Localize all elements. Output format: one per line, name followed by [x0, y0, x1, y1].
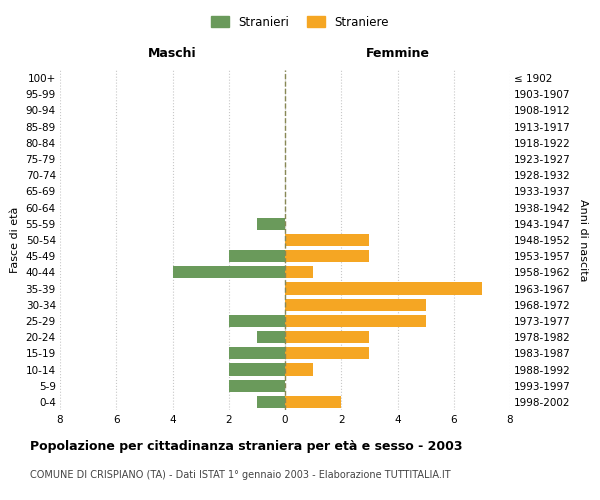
Bar — [285, 250, 370, 262]
Text: Maschi: Maschi — [148, 48, 197, 60]
Bar — [285, 298, 425, 311]
Bar — [285, 282, 482, 294]
Bar — [257, 396, 285, 408]
Bar — [285, 234, 370, 246]
Bar — [173, 266, 285, 278]
Bar — [285, 348, 370, 360]
Legend: Stranieri, Straniere: Stranieri, Straniere — [206, 11, 394, 34]
Y-axis label: Anni di nascita: Anni di nascita — [578, 198, 587, 281]
Bar — [229, 364, 285, 376]
Bar — [285, 364, 313, 376]
Bar — [229, 380, 285, 392]
Text: COMUNE DI CRISPIANO (TA) - Dati ISTAT 1° gennaio 2003 - Elaborazione TUTTITALIA.: COMUNE DI CRISPIANO (TA) - Dati ISTAT 1°… — [30, 470, 451, 480]
Bar — [229, 250, 285, 262]
Bar — [229, 348, 285, 360]
Bar — [229, 315, 285, 327]
Bar — [285, 331, 370, 343]
Y-axis label: Fasce di età: Fasce di età — [10, 207, 20, 273]
Bar — [285, 396, 341, 408]
Bar — [257, 218, 285, 230]
Text: Popolazione per cittadinanza straniera per età e sesso - 2003: Popolazione per cittadinanza straniera p… — [30, 440, 463, 453]
Bar — [285, 266, 313, 278]
Bar — [257, 331, 285, 343]
Bar — [285, 315, 425, 327]
Text: Femmine: Femmine — [365, 48, 430, 60]
